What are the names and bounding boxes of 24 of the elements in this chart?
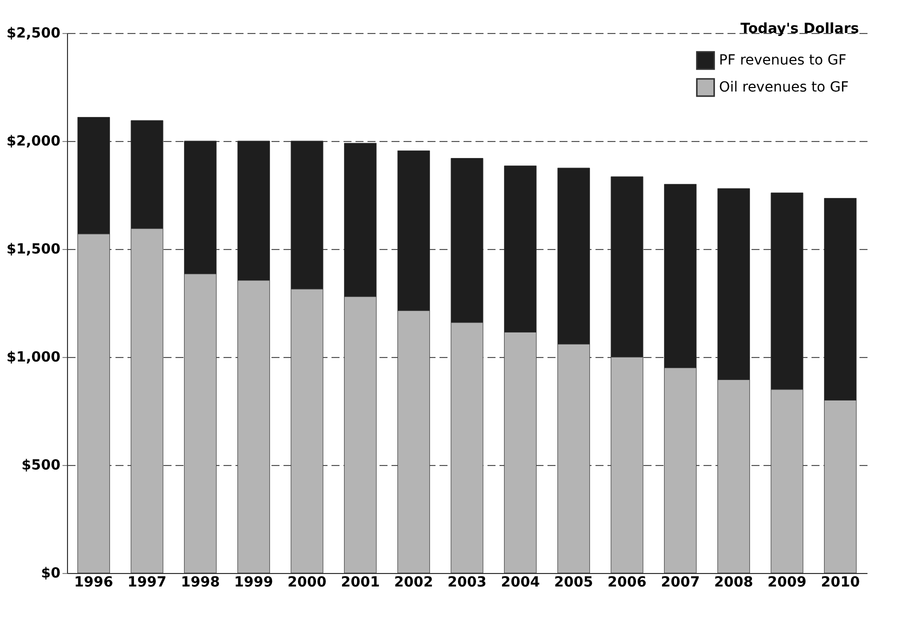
x-tick-label: 2005: [554, 574, 594, 590]
x-tick-label: 2010: [820, 574, 860, 590]
y-tick-label: $2,000: [6, 134, 61, 150]
y-tick-label: $1,500: [6, 242, 61, 258]
x-tick-label: 2001: [340, 574, 380, 590]
y-tick-label: $2,500: [6, 26, 61, 42]
x-tick-label: 2000: [288, 574, 327, 590]
x-tick-label: 1996: [74, 574, 114, 590]
x-tick-label: 2003: [448, 574, 486, 590]
x-tick-label: 2009: [768, 574, 806, 590]
legend-label: PF revenues to GF: [719, 52, 846, 68]
x-tick-label: 2006: [608, 574, 646, 590]
x-tick-label: 1998: [180, 574, 220, 590]
x-tick-label: 2002: [394, 574, 434, 590]
legend-label: Oil revenues to GF: [719, 80, 849, 96]
x-tick-label: 2007: [660, 574, 700, 590]
y-tick-label: $1,000: [6, 350, 61, 366]
x-tick-label: 1999: [234, 574, 274, 590]
x-tick-label: 1997: [128, 574, 166, 590]
y-tick-label: $0: [41, 566, 61, 582]
annotation: Today's Dollars: [740, 21, 859, 37]
y-tick-label: $500: [22, 458, 61, 474]
x-tick-label: 2004: [500, 574, 540, 590]
x-tick-label: 2008: [714, 574, 754, 590]
